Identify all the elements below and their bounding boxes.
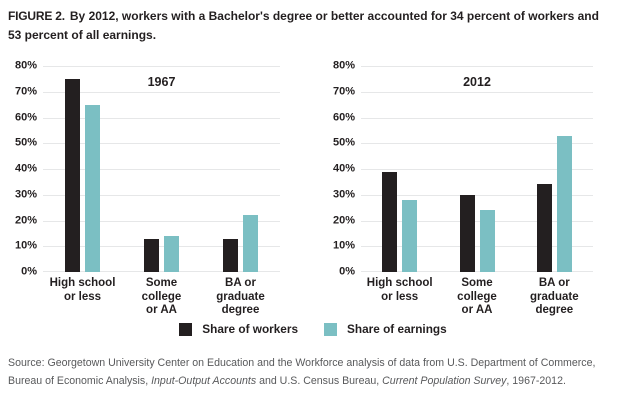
y-axis-tick-label: 80% [332, 59, 355, 72]
chart-year-label-1967: 1967 [147, 75, 176, 89]
gridline [43, 169, 280, 170]
y-axis-tick-label: 10% [332, 239, 355, 252]
gridline [361, 66, 593, 67]
gridline [43, 117, 280, 119]
legend: Share of workers Share of earnings [0, 322, 626, 336]
plot-area-2012: 2012 0% 10% 20% 30% 40% 50% 60% 70% 80% High scho… [333, 60, 593, 316]
bar-share-of-earnings-ba-or-graduate-degree [243, 215, 258, 272]
earnings-swatch-icon [324, 322, 338, 336]
x-axis-category-label-ba-or-graduate-degree: BA or graduate degree [216, 277, 265, 316]
legend-item-earnings: Share of earnings [324, 322, 447, 336]
x-axis-category-label-high-school-or-less: High school or less [366, 277, 433, 303]
gridline [361, 271, 593, 272]
y-axis-tick-label: 40% [14, 162, 37, 175]
plot-area-1967: 1967 0% 10% 20% 30% 40% 50% 60% 70% 80% High scho… [15, 60, 280, 316]
source-italic-publication: Input-Output Accounts [151, 374, 257, 387]
gridline [43, 271, 280, 272]
source-text: and U.S. Census Bureau, [256, 374, 383, 387]
gridline [43, 91, 280, 93]
workers-swatch-icon [179, 322, 193, 336]
gridline [361, 220, 593, 222]
bar-share-of-earnings-some-college-or-aa [164, 235, 179, 272]
bar-share-of-workers-some-college-or-aa [144, 238, 159, 272]
bar-share-of-earnings-some-college-or-aa [479, 210, 495, 272]
y-axis-tick-label: 20% [14, 214, 37, 226]
bar-share-of-earnings-high-school-or-less [402, 199, 418, 272]
y-axis-tick-label: 60% [332, 111, 355, 123]
gridline [43, 194, 280, 196]
y-axis-tick-label: 0% [339, 265, 355, 278]
gridline [43, 246, 280, 248]
chart-year-label-2012: 2012 [463, 75, 491, 89]
gridline [361, 117, 593, 119]
x-axis-category-label-high-school-or-less: High school or less [49, 277, 116, 303]
bar-share-of-earnings-ba-or-graduate-degree [556, 135, 572, 272]
source-text: Source: Georgetown University Center on … [8, 357, 596, 387]
y-axis-tick-label: 80% [14, 59, 37, 72]
x-axis-category-label-some-college-or-aa: Some college or AA [141, 277, 182, 316]
figure-caption: FIGURE 2. By 2012, workers with a Bachelo… [8, 7, 614, 44]
y-axis-tick-label: 50% [332, 136, 355, 149]
bar-share-of-earnings-high-school-or-less [85, 104, 100, 272]
x-axis-category-label-some-college-or-aa: Some college or AA [457, 277, 497, 316]
y-axis-tick-label: 60% [14, 111, 37, 123]
gridline [361, 169, 593, 170]
legend-label-workers: Share of workers [202, 322, 299, 336]
y-axis-tick-label: 10% [14, 239, 37, 252]
y-axis-tick-label: 0% [21, 265, 37, 278]
bar-share-of-workers-high-school-or-less [382, 171, 398, 272]
y-axis-tick-label: 30% [332, 188, 355, 201]
source-text: , 1967-2012. [506, 374, 566, 387]
y-axis-tick-label: 20% [332, 214, 355, 226]
bar-share-of-workers-high-school-or-less [65, 78, 80, 272]
figure-label: FIGURE 2. [8, 9, 65, 23]
bar-share-of-workers-ba-or-graduate-degree [536, 184, 552, 272]
gridline [361, 143, 593, 145]
legend-item-workers: Share of workers [179, 322, 298, 336]
x-axis-category-label-ba-or-graduate-degree: BA or graduate degree [530, 277, 579, 316]
gridline [361, 91, 593, 93]
gridline [43, 143, 280, 145]
gridline [361, 194, 593, 196]
y-axis-tick-label: 30% [14, 188, 37, 201]
y-axis-tick-label: 70% [14, 85, 37, 98]
gridline [43, 220, 280, 222]
bar-share-of-workers-ba-or-graduate-degree [223, 238, 238, 272]
bar-share-of-workers-some-college-or-aa [459, 194, 475, 272]
source-note: Source: Georgetown University Center on … [8, 355, 620, 390]
figure-title: By 2012, workers with a Bachelor's degre… [8, 9, 599, 42]
source-italic-publication: Current Population Survey [382, 374, 507, 387]
y-axis-tick-label: 40% [332, 162, 355, 175]
gridline [361, 246, 593, 248]
y-axis-tick-label: 50% [14, 136, 37, 149]
gridline [43, 66, 280, 67]
y-axis-tick-label: 70% [332, 85, 355, 98]
legend-label-earnings: Share of earnings [347, 322, 447, 336]
